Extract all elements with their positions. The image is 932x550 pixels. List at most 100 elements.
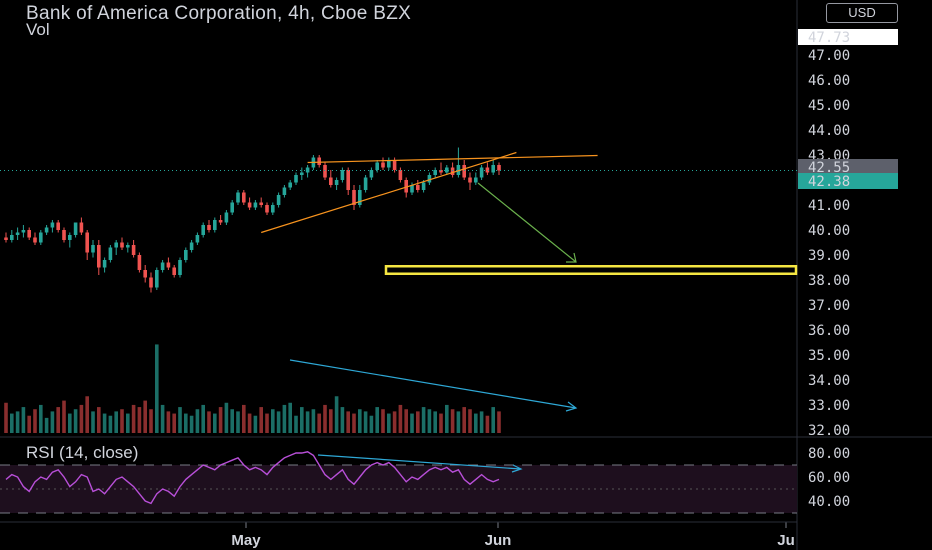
- volume-bar: [10, 413, 14, 433]
- volume-bar: [433, 411, 437, 433]
- candle-body: [172, 267, 176, 275]
- volume-bar: [56, 407, 60, 433]
- candle-body: [44, 227, 49, 233]
- price-tick: 44.00: [808, 123, 850, 139]
- candle-body: [149, 277, 153, 288]
- candle-body: [404, 180, 408, 193]
- volume-bar: [329, 409, 333, 433]
- candle-body: [50, 222, 55, 228]
- candle-body: [253, 202, 258, 208]
- candle-body: [207, 225, 211, 230]
- candle-body: [346, 170, 350, 190]
- candle-body: [68, 235, 72, 240]
- volume-bar: [224, 402, 229, 433]
- volume-bar: [334, 396, 339, 433]
- candle-body: [85, 232, 89, 253]
- volume-bar: [352, 413, 356, 433]
- volume-bar: [247, 413, 252, 433]
- volume-bar: [230, 409, 234, 433]
- candle-body: [334, 180, 339, 185]
- volume-bar: [184, 413, 188, 433]
- volume-bar: [265, 413, 269, 433]
- candle-body: [363, 177, 368, 190]
- volume-bar: [474, 413, 478, 433]
- volume-bar: [166, 411, 171, 433]
- candle-body: [120, 242, 124, 248]
- price-tick: 36.00: [808, 323, 850, 339]
- candle-body: [184, 250, 188, 260]
- price-tick: 46.00: [808, 73, 850, 89]
- candle-body: [213, 220, 217, 230]
- rsi-line: [5, 451, 500, 505]
- volume-bar: [149, 409, 153, 433]
- candle-body: [485, 167, 490, 173]
- volume-bar: [97, 407, 101, 433]
- candle-body: [4, 237, 8, 240]
- volume-bar: [4, 402, 8, 433]
- volume-bar: [50, 411, 55, 433]
- volume-bar: [143, 400, 147, 433]
- price-tick: 37.00: [808, 298, 850, 314]
- candle-body: [230, 202, 234, 213]
- volume-bar: [120, 409, 124, 433]
- volume-bar: [358, 409, 362, 433]
- candle-body: [56, 222, 60, 230]
- volume-bar: [346, 411, 350, 433]
- volume-bar: [21, 407, 26, 433]
- candle-body: [358, 190, 362, 205]
- volume-label: Vol: [26, 20, 50, 39]
- candle-body: [282, 187, 287, 195]
- volume-bar: [253, 415, 258, 433]
- volume-bar: [137, 407, 142, 433]
- volume-bar: [468, 409, 472, 433]
- candle-body: [201, 225, 205, 235]
- currency-button[interactable]: USD: [826, 3, 898, 23]
- volume-bar: [85, 396, 89, 433]
- candle-body: [340, 170, 345, 180]
- volume-bar: [404, 409, 408, 433]
- volume-bar: [445, 404, 449, 433]
- candle-body: [218, 220, 223, 223]
- volume-bar: [62, 400, 66, 433]
- candle-body: [79, 222, 84, 233]
- candle-body: [300, 172, 304, 175]
- volume-bar: [305, 411, 310, 433]
- volume-bar: [27, 415, 31, 433]
- volume-bar: [207, 411, 211, 433]
- volume-bar: [73, 409, 78, 433]
- candle-body: [288, 182, 292, 188]
- candle-body: [15, 232, 20, 235]
- volume-bar: [450, 409, 455, 433]
- candle-body: [137, 255, 142, 270]
- volume-bar: [416, 411, 420, 433]
- candle-body: [195, 235, 200, 243]
- candle-body: [97, 245, 101, 268]
- rsi-tick: 40.00: [808, 494, 850, 510]
- volume-bar: [108, 415, 113, 433]
- candle-body: [462, 165, 466, 178]
- volume-bar: [160, 404, 165, 433]
- volume-bar: [387, 413, 391, 433]
- projection-arrow: [477, 182, 577, 263]
- candle-body: [369, 170, 374, 178]
- candle-body: [323, 165, 327, 178]
- volume-bar: [242, 404, 246, 433]
- rsi-label: RSI (14, close): [26, 443, 139, 462]
- volume-bar: [427, 409, 432, 433]
- chart-title: Bank of America Corporation, 4h, Cboe BZ…: [26, 3, 412, 24]
- candle-body: [242, 192, 246, 203]
- candle-body: [39, 232, 43, 243]
- candle-body: [398, 170, 403, 180]
- candle-body: [91, 245, 95, 253]
- candle-body: [479, 167, 484, 178]
- wedge-lower-line: [261, 151, 517, 234]
- candle-body: [474, 177, 478, 183]
- x-tick-label: Jun: [485, 532, 512, 549]
- candle-body: [247, 202, 252, 208]
- price-tick: 45.00: [808, 98, 850, 114]
- volume-bar: [79, 404, 84, 433]
- candle-body: [73, 222, 78, 235]
- price-tick: 35.00: [808, 348, 850, 364]
- candle-body: [329, 177, 333, 185]
